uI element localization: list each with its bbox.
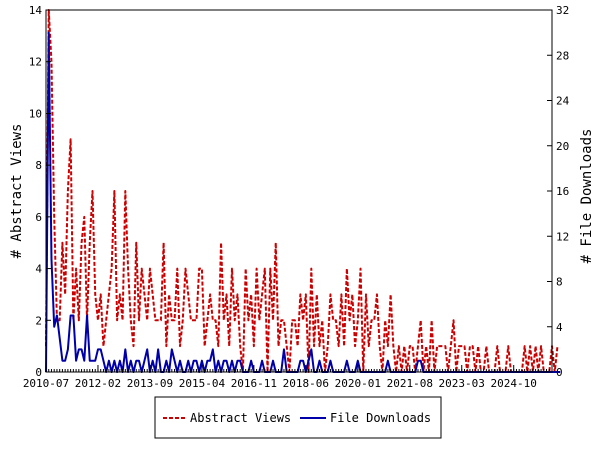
legend: Abstract Views File Downloads [154,396,442,439]
x-axis-tick-label: 2021-08 [387,377,433,390]
legend-box [154,396,442,439]
right-axis-tick-label: 16 [556,185,569,198]
right-axis-tick-label: 28 [556,49,569,62]
right-axis-tick-label: 32 [556,4,569,17]
x-axis-tick-label: 2018-06 [283,377,329,390]
right-axis-tick-label: 0 [556,366,563,379]
right-axis-title: # File Downloads [579,129,595,264]
x-axis-tick-label: 2010-07 [23,377,69,390]
right-axis-tick-label: 12 [556,230,569,243]
x-axis-tick-label: 2024-10 [491,377,537,390]
legend-label-abstract-views: Abstract Views [190,411,291,425]
left-axis-tick-label: 12 [29,56,42,69]
right-axis: 0 4 8 12 16 20 24 28 32 [547,4,570,379]
left-axis-tick-label: 10 [29,107,42,120]
left-axis-tick-label: 2 [35,314,42,327]
x-axis-tick-label: 2020-01 [335,377,381,390]
right-axis-tick-label: 20 [556,140,569,153]
x-axis-tick-label: 2016-11 [231,377,277,390]
abstract-views-layer [45,9,559,373]
right-axis-tick-label: 4 [556,321,563,334]
left-axis-tick-label: 6 [35,211,42,224]
left-axis: 0 2 4 6 8 10 12 14 [29,4,51,379]
legend-label-file-downloads: File Downloads [330,411,431,425]
x-axis-tick-label: 2013-09 [127,377,173,390]
x-axis-tick-label: 2015-04 [179,377,226,390]
left-axis-tick-label: 4 [35,263,42,276]
x-axis: 2010-07 2012-02 2013-09 2015-04 2016-11 2018-… [23,365,553,390]
x-axis-tick-label: 2012-02 [75,377,121,390]
x-axis-tick-label: 2023-03 [439,377,485,390]
left-axis-tick-label: 8 [35,159,42,172]
series-line-abstract-views [45,9,559,373]
left-axis-tick-label: 0 [35,366,42,379]
right-axis-tick-label: 24 [556,95,570,108]
left-axis-tick-label: 14 [29,4,43,17]
left-axis-title: # Abstract Views [9,124,25,259]
right-axis-tick-label: 8 [556,276,563,289]
